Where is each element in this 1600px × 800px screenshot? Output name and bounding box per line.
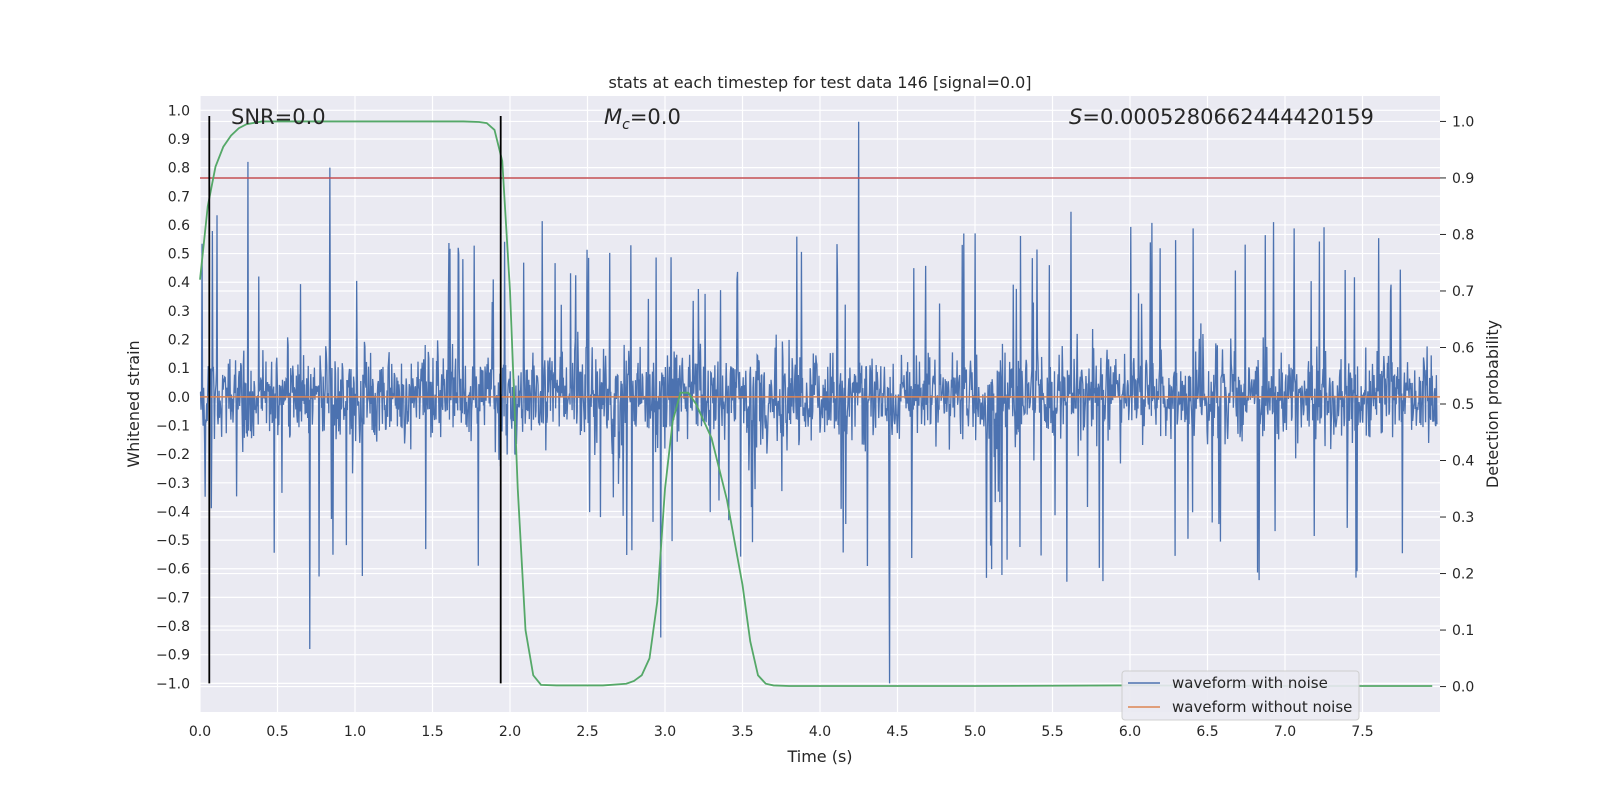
y-tick-label: −1.0 — [156, 676, 190, 692]
x-tick-label: 7.0 — [1274, 724, 1296, 740]
y-tick-label: −0.1 — [156, 418, 190, 434]
x-ticks: 0.0 0.5 1.0 1.5 2.0 2.5 3.0 3.5 4.0 4.5 5.0 5.5 6.0 6… — [189, 724, 1374, 740]
y-tick-label: −0.4 — [156, 504, 190, 520]
x-tick-label: 6.0 — [1119, 724, 1141, 740]
legend-label-noise: waveform with noise — [1172, 674, 1328, 692]
y2-tick-label: 0.5 — [1452, 397, 1474, 413]
x-tick-label: 5.0 — [964, 724, 986, 740]
x-tick-label: 0.5 — [266, 724, 288, 740]
y2-tick-label: 0.2 — [1452, 567, 1474, 583]
x-tick-label: 7.5 — [1351, 724, 1373, 740]
y-ticks-left: 1.0 0.9 0.8 0.7 0.6 0.5 0.4 0.3 0.2 0.1 0.0 −0.1 −0.… — [156, 103, 190, 692]
y-tick-label: −0.2 — [156, 447, 190, 463]
y-tick-label: 0.3 — [168, 304, 190, 320]
legend-label-clean: waveform without noise — [1172, 698, 1352, 716]
y-tick-label: −0.8 — [156, 619, 190, 635]
y-tick-label: −0.9 — [156, 648, 190, 664]
s-value: =0.0005280662444420159 — [1082, 105, 1374, 129]
y2-tick-label: 0.4 — [1452, 454, 1474, 470]
s-annotation: S=0.0005280662444420159 — [1069, 105, 1374, 129]
y2-tick-label: 0.8 — [1452, 227, 1474, 243]
y2-tick-label: 0.1 — [1452, 623, 1474, 639]
y-ticks-right: 1.0 0.9 0.8 0.7 0.6 0.5 0.4 0.3 0.2 0.1 0.0 — [1440, 114, 1474, 696]
mc-symbol: M — [604, 105, 622, 129]
mc-annotation: Mc=0.0 — [604, 105, 681, 133]
x-tick-label: 1.0 — [344, 724, 366, 740]
y-tick-label: 0.2 — [168, 333, 190, 349]
series-waveform-with-noise — [199, 121, 1438, 684]
mc-subscript: c — [622, 117, 630, 133]
x-tick-label: 3.0 — [654, 724, 676, 740]
y2-tick-label: 0.7 — [1452, 284, 1474, 300]
s-symbol: S — [1069, 105, 1082, 129]
y-tick-label: 0.4 — [168, 275, 190, 291]
x-tick-label: 2.0 — [499, 724, 521, 740]
chart-title: stats at each timestep for test data 146… — [608, 73, 1031, 92]
x-tick-label: 2.5 — [576, 724, 598, 740]
x-tick-label: 4.5 — [886, 724, 908, 740]
y2-tick-label: 0.9 — [1452, 171, 1474, 187]
x-tick-label: 6.5 — [1196, 724, 1218, 740]
x-tick-label: 0.0 — [189, 724, 211, 740]
y-tick-label: −0.7 — [156, 590, 190, 606]
y-tick-label: 0.9 — [168, 132, 190, 148]
x-tick-label: 4.0 — [809, 724, 831, 740]
y-tick-label: 0.6 — [168, 218, 190, 234]
x-tick-label: 5.5 — [1041, 724, 1063, 740]
y-tick-label: −0.3 — [156, 476, 190, 492]
x-tick-label: 3.5 — [731, 724, 753, 740]
y-tick-label: −0.5 — [156, 533, 190, 549]
series-layer — [199, 116, 1440, 687]
y-tick-label: 1.0 — [168, 103, 190, 119]
y2-axis-label: Detection probability — [1483, 320, 1502, 488]
mc-value: =0.0 — [630, 105, 681, 129]
x-tick-label: 1.5 — [421, 724, 443, 740]
snr-annotation: SNR=0.0 — [231, 105, 326, 129]
y-tick-label: −0.6 — [156, 562, 190, 578]
y-tick-label: 0.5 — [168, 247, 190, 263]
y-axis-label: Whitened strain — [124, 340, 143, 467]
y2-tick-label: 1.0 — [1452, 114, 1474, 130]
legend: waveform with noise waveform without noi… — [1121, 670, 1360, 721]
y-tick-label: 0.8 — [168, 161, 190, 177]
x-axis-label: Time (s) — [786, 747, 852, 766]
y2-tick-label: 0.0 — [1452, 680, 1474, 696]
y2-tick-label: 0.3 — [1452, 510, 1474, 526]
y-tick-label: 0.7 — [168, 189, 190, 205]
legend-box — [1121, 670, 1360, 721]
y-tick-label: 0.0 — [168, 390, 190, 406]
y2-tick-label: 0.6 — [1452, 340, 1474, 356]
series-detection-probability — [199, 120, 1433, 687]
y-tick-label: 0.1 — [168, 361, 190, 377]
